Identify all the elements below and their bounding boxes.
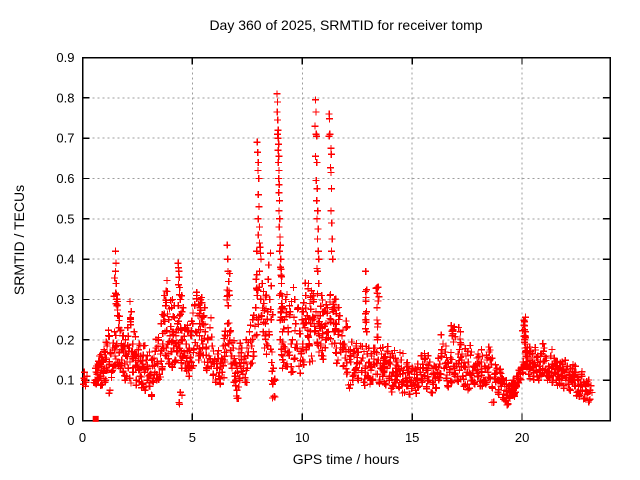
x-tick-label: 10: [295, 430, 309, 445]
scatter-points: [79, 90, 596, 409]
axis-border: [81, 56, 611, 422]
y-axis-label: SRMTID / TECUs: [11, 184, 27, 296]
zero-marker-square: [92, 415, 99, 422]
x-axis-label: GPS time / hours: [292, 451, 400, 467]
y-tick-label: 0.3: [56, 292, 74, 307]
y-tick-label: 0.7: [56, 131, 74, 146]
y-tick-label: 0.4: [56, 252, 74, 267]
x-tick-label: 20: [515, 430, 529, 445]
grid-lines: [82, 57, 610, 421]
y-tick-label: 0.9: [56, 50, 74, 65]
y-tick-label: 0.6: [56, 171, 74, 186]
y-tick-label: 0.1: [56, 373, 74, 388]
x-tick-label: 5: [189, 430, 196, 445]
chart-title: Day 360 of 2025, SRMTID for receiver tom…: [209, 17, 483, 33]
y-tick-label: 0.5: [56, 211, 74, 226]
axis-ticks: [81, 56, 610, 422]
y-tick-label: 0.8: [56, 90, 74, 105]
x-tick-label: 15: [405, 430, 419, 445]
y-tick-label: 0.2: [56, 332, 74, 347]
x-tick-label: 0: [79, 430, 86, 445]
y-tick-label: 0: [67, 413, 74, 428]
